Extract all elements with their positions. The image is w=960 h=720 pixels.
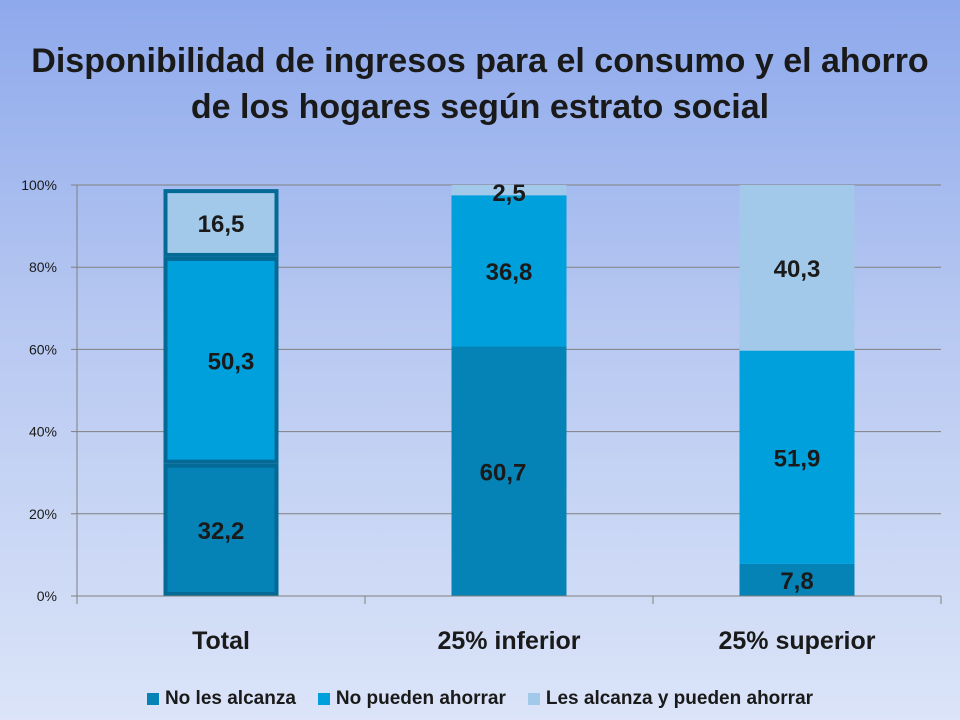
bar-segment bbox=[163, 463, 279, 596]
y-tick-label: 80% bbox=[29, 259, 57, 275]
data-label: 40,3 bbox=[774, 256, 821, 283]
legend-item-les-alcanza-y-pueden-ahorrar: Les alcanza y pueden ahorrar bbox=[527, 688, 814, 710]
data-label: 7,8 bbox=[780, 568, 813, 595]
data-label: 36,8 bbox=[486, 259, 533, 286]
y-tick-label: 60% bbox=[29, 341, 57, 357]
data-label: 51,9 bbox=[774, 445, 821, 472]
legend-swatch bbox=[146, 693, 159, 705]
legend-item-no-pueden-ahorrar: No pueden ahorrar bbox=[317, 688, 506, 710]
data-label: 16,5 bbox=[198, 211, 245, 238]
bar-segment bbox=[163, 256, 279, 464]
legend-label: No pueden ahorrar bbox=[335, 688, 506, 709]
bar-segment bbox=[739, 185, 855, 351]
bar-segment bbox=[451, 185, 567, 196]
chart-title: Disponibilidad de ingresos para el consu… bbox=[31, 42, 929, 126]
y-tick-label: 0% bbox=[37, 588, 57, 604]
x-category-label: 25% superior bbox=[718, 627, 875, 655]
legend-swatch bbox=[317, 693, 330, 705]
legend-label: No les alcanza bbox=[164, 688, 296, 709]
bar-segment bbox=[739, 350, 855, 564]
data-label: 32,2 bbox=[198, 518, 245, 545]
chart-plot: 32,2 50,3 16,5 60,7 36,8 2,5 7,8 51,9 40,3 0% 20%… bbox=[21, 177, 942, 655]
x-category-label: 25% inferior bbox=[437, 627, 580, 655]
data-label: 60,7 bbox=[480, 459, 527, 486]
legend-label: Les alcanza y pueden ahorrar bbox=[545, 688, 814, 709]
y-tick-label: 20% bbox=[29, 506, 57, 522]
x-category-label: Total bbox=[192, 627, 250, 655]
bar-segment bbox=[163, 189, 279, 257]
bar-segment bbox=[451, 346, 567, 596]
legend-item-no-les-alcanza: No les alcanza bbox=[146, 688, 296, 710]
data-label: 2,5 bbox=[492, 180, 525, 207]
y-tick-label: 40% bbox=[29, 424, 57, 440]
bar-segment bbox=[451, 195, 567, 347]
y-tick-label: 100% bbox=[21, 177, 57, 193]
bar-segment bbox=[739, 563, 855, 596]
chart-legend: No les alcanza No pueden ahorrar Les alc… bbox=[0, 688, 960, 710]
legend-swatch bbox=[527, 693, 540, 705]
data-label: 50,3 bbox=[208, 348, 255, 375]
